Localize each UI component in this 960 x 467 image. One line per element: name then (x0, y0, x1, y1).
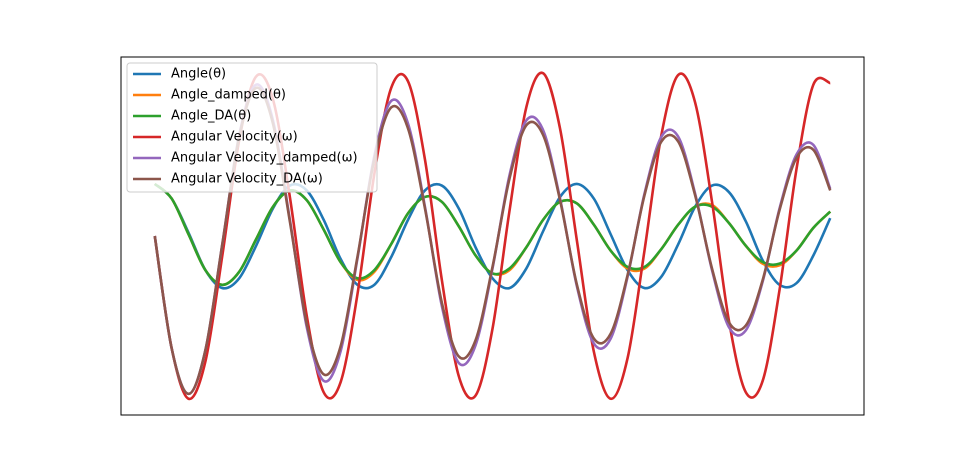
plot-frame (120, 56, 865, 416)
line-series (153, 182, 832, 290)
legend: Angle(θ) Angle_damped(θ) Angle_DA(θ) Angula… (126, 62, 378, 193)
legend-label: Angle_damped(θ) (171, 88, 286, 103)
legend-label: Angle_DA(θ) (171, 109, 251, 124)
legend-box (126, 62, 378, 193)
legend-label: Angular Velocity_damped(ω) (171, 151, 358, 166)
legend-label: Angular Velocity(ω) (171, 130, 298, 145)
legend-label: Angle(θ) (171, 67, 226, 82)
legend-label: Angular Velocity_DA(ω) (171, 172, 323, 187)
